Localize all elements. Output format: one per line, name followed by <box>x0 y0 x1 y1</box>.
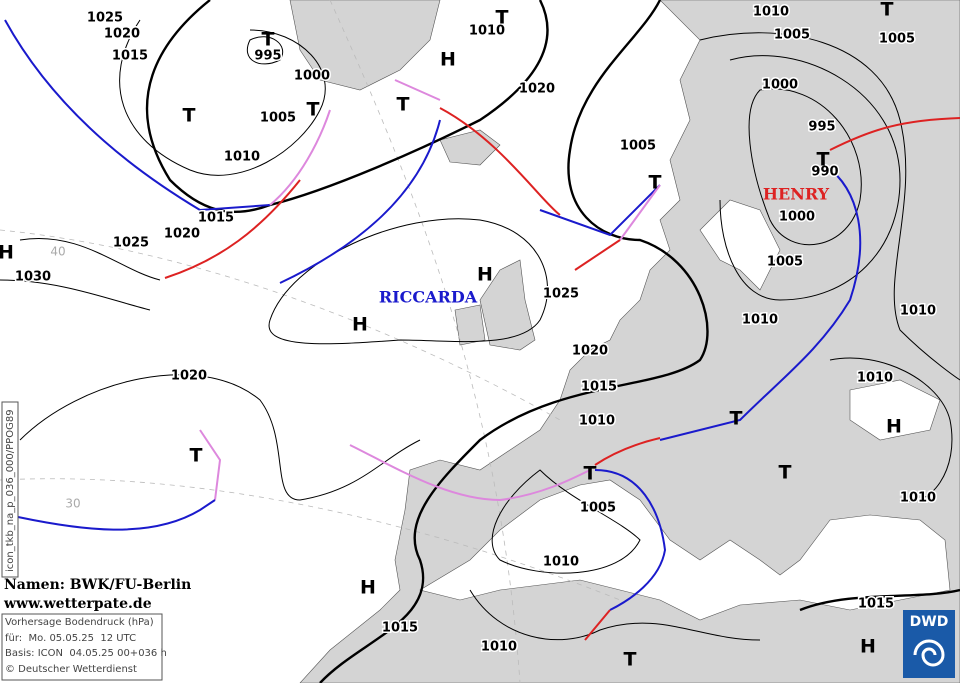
credits-names: Namen: BWK/FU-Berlin <box>4 577 191 593</box>
isobar-label: 1015 <box>581 380 617 395</box>
isobar-label: 1010 <box>469 24 505 39</box>
forecast-basis: Basis: ICON 04.05.25 00+036 h <box>5 648 167 659</box>
isobar-label: 1000 <box>779 210 815 225</box>
credits-website: www.wetterpate.de <box>3 596 152 612</box>
graticule <box>0 0 621 683</box>
high-name: RICCARDA <box>379 288 478 307</box>
isobar-label: 995 <box>254 49 281 64</box>
pressure-center: T <box>307 99 320 121</box>
pressure-center: T <box>881 0 894 21</box>
pressure-center: T <box>649 172 662 194</box>
isobar-label: 1005 <box>580 501 616 516</box>
inland-seas <box>419 199 951 621</box>
isobar-label: 1020 <box>572 344 608 359</box>
isobar-label: 1015 <box>198 211 234 226</box>
logo: DWD <box>910 614 949 630</box>
pressure-center: H <box>352 314 368 336</box>
pressure-center: H <box>886 416 902 438</box>
land <box>289 0 960 683</box>
isobar-label: 1010 <box>543 555 579 570</box>
pressure-center: T <box>584 463 597 485</box>
pressure-center: H <box>440 49 456 71</box>
isobar-label: 1015 <box>112 49 148 64</box>
isobar-label: 1005 <box>767 255 803 270</box>
pressure-center: T <box>183 105 196 127</box>
pressure-center: T <box>262 29 275 51</box>
pressure-centers: H T T T T T T T T H H H T T T T H H T H <box>0 0 902 671</box>
pressure-center: T <box>730 408 743 430</box>
code-box <box>1 401 19 578</box>
isobar-label: 1010 <box>857 371 893 386</box>
isobar-label: 1010 <box>481 640 517 655</box>
forecast-box <box>1 613 163 681</box>
pressure-center: T <box>190 445 203 467</box>
isobar-label: 1020 <box>171 369 207 384</box>
isobar-label: 1015 <box>382 621 418 636</box>
pressure-center: H <box>477 264 493 286</box>
isobar-label: 1010 <box>579 414 615 429</box>
isobar-label: 1030 <box>15 270 51 285</box>
low-name: HENRY <box>763 185 830 204</box>
pressure-center: T <box>496 7 509 29</box>
latitude-label: 40 <box>50 245 65 259</box>
isobar-label: 1025 <box>87 11 123 26</box>
isobar-label: 1025 <box>543 287 579 302</box>
isobar-label: 1025 <box>113 236 149 251</box>
isobar-label: 995 <box>808 120 835 135</box>
forecast-copyright: © Deutscher Wetterdienst <box>5 664 137 675</box>
latitude-labels: 40 30 <box>50 245 80 511</box>
pressure-center: H <box>0 242 14 264</box>
forecast-valid: für: Mo. 05.05.25 12 UTC <box>5 633 136 644</box>
isobar-label: 1005 <box>620 139 656 154</box>
isobar-label: 1000 <box>294 69 330 84</box>
pressure-center: H <box>360 577 376 599</box>
isobar-label: 1005 <box>879 32 915 47</box>
logo-spiral <box>913 639 945 667</box>
isobar-label: 1005 <box>774 28 810 43</box>
fronts <box>4 19 960 641</box>
isobar-label: 1005 <box>260 111 296 126</box>
pressure-center: T <box>624 649 637 671</box>
pressure-center: T <box>397 94 410 116</box>
isobar-label: 1020 <box>164 227 200 242</box>
forecast-title: Vorhersage Bodendruck (hPa) <box>5 617 154 628</box>
isobar-label: 1010 <box>900 491 936 506</box>
isobar-label: 1020 <box>104 27 140 42</box>
isobar-label: 990 <box>811 165 838 180</box>
pressure-center: T <box>779 462 792 484</box>
isobar-label: 1015 <box>858 597 894 612</box>
pressure-center: H <box>860 636 876 658</box>
isobar-label: 1000 <box>762 78 798 93</box>
logo-box <box>903 610 955 678</box>
isobar-label: 1010 <box>753 5 789 20</box>
latitude-label: 30 <box>65 497 80 511</box>
product-code: icon_tkb_na_p_036_000/PPOG89 <box>5 409 16 572</box>
isobar-label: 1010 <box>742 313 778 328</box>
pressure-center: T <box>817 149 830 171</box>
isobar-label: 1010 <box>224 150 260 165</box>
isobar-label: 1010 <box>900 304 936 319</box>
isobar-label: 1020 <box>519 82 555 97</box>
